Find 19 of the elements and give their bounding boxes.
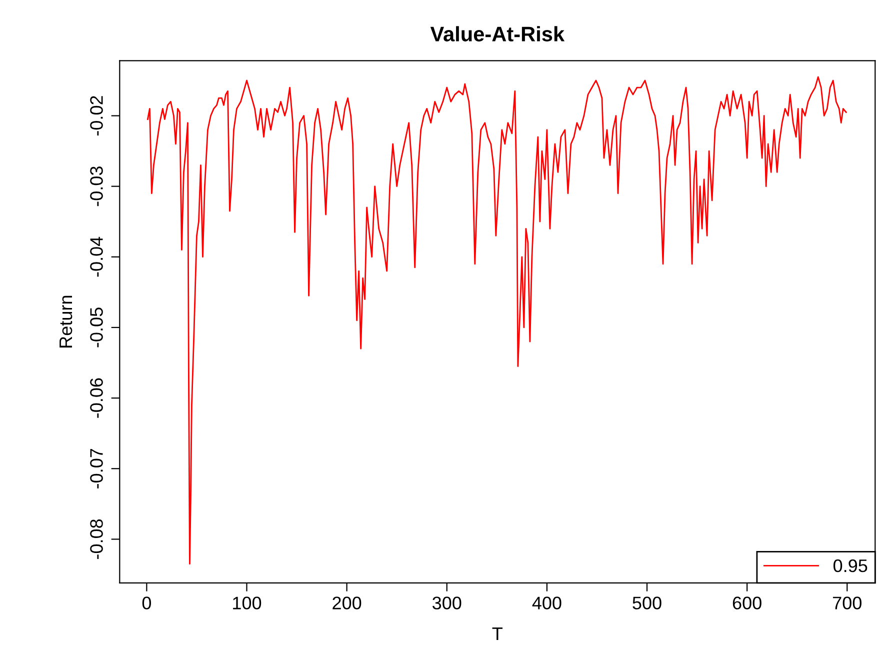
x-axis-title: T [492, 628, 503, 640]
y-tick-label: -0.02 [90, 96, 103, 136]
x-tick-label: 600 [732, 596, 762, 610]
x-tick-label: 500 [632, 596, 662, 610]
y-tick-label: -0.03 [90, 166, 103, 206]
y-tick-label: -0.08 [90, 519, 103, 559]
y-tick-label: -0.07 [90, 448, 103, 488]
x-tick-label: 700 [832, 596, 862, 610]
x-tick-label: 0 [142, 596, 151, 610]
legend-label: 0.95 [833, 559, 868, 572]
x-tick-label: 200 [332, 596, 362, 610]
x-tick-label: 400 [532, 596, 562, 610]
y-axis-title: Return [60, 296, 72, 348]
y-tick-label: -0.04 [90, 236, 103, 277]
chart-title: Value-At-Risk [430, 26, 565, 42]
y-tick-label: -0.05 [90, 308, 103, 348]
x-tick-label: 100 [233, 596, 262, 610]
y-tick-label: -0.06 [90, 378, 103, 418]
x-tick-label: 300 [432, 596, 462, 610]
